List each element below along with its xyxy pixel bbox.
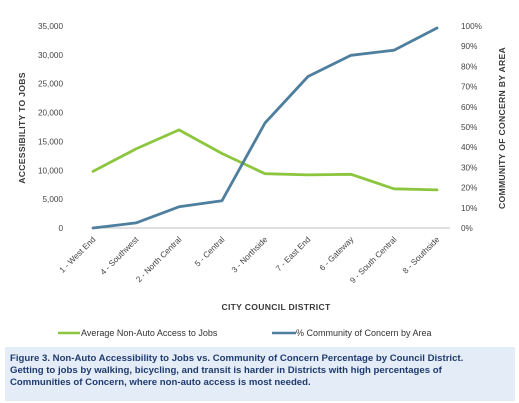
y2-tick-label: 90% (461, 42, 477, 51)
y2-tick-label: 20% (461, 184, 477, 193)
y2-tick-label: 30% (461, 163, 477, 172)
x-tick-label: 3 - Northside (230, 235, 270, 275)
series-lines (91, 26, 439, 230)
y-tick-label: 0 (58, 224, 63, 233)
series-line-0 (91, 128, 439, 192)
y-tick-label: 10,000 (38, 166, 63, 175)
x-tick-label: 2 - North Central (134, 235, 183, 284)
x-tick-label: 7 - East End (274, 235, 313, 274)
y2-tick-label: 10% (461, 204, 477, 213)
y-tick-label: 25,000 (38, 80, 63, 89)
y2-tick-label: 70% (461, 83, 477, 92)
y2-tick-label: 60% (461, 103, 477, 112)
legend-label-concern: % Community of Concern by Area (296, 328, 432, 338)
legend-label-access: Average Non-Auto Access to Jobs (81, 328, 218, 338)
x-tick-label: 9 - South Central (348, 235, 398, 285)
y-axis-title: ACCESSIBILITY TO JOBS (17, 72, 27, 184)
y2-axis-title: COMMUNITY OF CONCERN BY AREA (497, 47, 507, 209)
y2-tick-label: 100% (461, 22, 482, 31)
y-tick-label: 15,000 (38, 137, 63, 146)
series-line-1 (91, 26, 439, 230)
x-tick-label: 1 - West End (58, 235, 98, 275)
y2-tick-label: 0% (461, 224, 473, 233)
x-tick-label: 4 - Southwest (99, 235, 141, 277)
x-tick-label: 5 - Central (193, 235, 227, 269)
left-axis-ticks: 0 5,000 10,000 15,000 20,000 25,000 30,000 35,0… (38, 22, 63, 233)
y-tick-label: 5,000 (43, 195, 64, 204)
y-tick-label: 30,000 (38, 51, 63, 60)
y-tick-label: 35,000 (38, 22, 63, 31)
caption-line-3: Communities of Concern, where non-auto a… (10, 376, 311, 388)
caption-line-2: Getting to jobs by walking, bicycling, a… (10, 364, 442, 376)
chart: 0 5,000 10,000 15,000 20,000 25,000 30,000 35,0… (17, 22, 507, 338)
legend: Average Non-Auto Access to Jobs % Commun… (58, 328, 432, 338)
figure-caption: Figure 3. Non-Auto Accessibility to Jobs… (5, 347, 515, 401)
x-axis-title: CITY COUNCIL DISTRICT (221, 302, 331, 312)
caption-line-1: Figure 3. Non-Auto Accessibility to Jobs… (10, 353, 464, 364)
y2-tick-label: 40% (461, 143, 477, 152)
x-tick-label: 6 - Gateway (318, 234, 356, 272)
x-tick-label: 8 - Southside (401, 235, 442, 276)
right-axis-ticks: 0% 10% 20% 30% 40% 50% 60% 70% 80% 90% 100% (461, 22, 482, 233)
y2-tick-label: 50% (461, 123, 477, 132)
y-tick-label: 20,000 (38, 109, 63, 118)
y2-tick-label: 80% (461, 62, 477, 71)
